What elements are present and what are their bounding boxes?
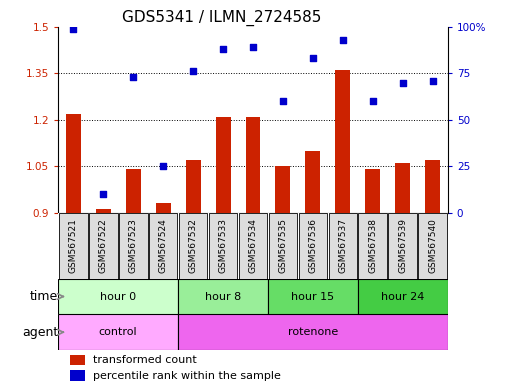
Text: time: time xyxy=(30,290,58,303)
Bar xyxy=(70,371,85,381)
Bar xyxy=(275,166,290,213)
Text: hour 0: hour 0 xyxy=(100,291,136,301)
Text: GSM567540: GSM567540 xyxy=(427,218,436,273)
Text: rotenone: rotenone xyxy=(287,327,337,337)
Bar xyxy=(335,70,349,213)
Text: hour 8: hour 8 xyxy=(205,291,241,301)
FancyBboxPatch shape xyxy=(268,279,357,314)
Bar xyxy=(95,210,111,213)
FancyBboxPatch shape xyxy=(358,213,386,279)
FancyBboxPatch shape xyxy=(208,213,237,279)
Point xyxy=(159,163,167,169)
FancyBboxPatch shape xyxy=(148,213,177,279)
Text: GSM567532: GSM567532 xyxy=(188,218,197,273)
Text: GSM567522: GSM567522 xyxy=(98,218,108,273)
Bar xyxy=(245,117,260,213)
Bar xyxy=(365,169,380,213)
Bar xyxy=(125,169,140,213)
FancyBboxPatch shape xyxy=(418,213,446,279)
Text: agent: agent xyxy=(22,326,58,339)
Point xyxy=(368,98,376,104)
Point xyxy=(278,98,286,104)
Text: GSM567538: GSM567538 xyxy=(368,218,377,273)
Text: GSM567533: GSM567533 xyxy=(218,218,227,273)
FancyBboxPatch shape xyxy=(268,213,297,279)
Text: GSM567534: GSM567534 xyxy=(248,218,257,273)
FancyBboxPatch shape xyxy=(58,279,178,314)
Point xyxy=(129,74,137,80)
Bar xyxy=(305,151,320,213)
Text: transformed count: transformed count xyxy=(93,355,196,365)
Text: GSM567523: GSM567523 xyxy=(128,218,137,273)
Point xyxy=(99,191,107,197)
FancyBboxPatch shape xyxy=(119,213,147,279)
Point xyxy=(189,68,197,74)
Point xyxy=(308,55,316,61)
Bar xyxy=(70,355,85,365)
Point xyxy=(219,46,227,52)
Text: GSM567539: GSM567539 xyxy=(397,218,407,273)
Text: hour 15: hour 15 xyxy=(291,291,334,301)
FancyBboxPatch shape xyxy=(328,213,357,279)
Bar xyxy=(394,163,410,213)
Text: GSM567521: GSM567521 xyxy=(69,218,78,273)
Point xyxy=(69,26,77,32)
Text: control: control xyxy=(98,327,137,337)
Text: GSM567537: GSM567537 xyxy=(338,218,347,273)
FancyBboxPatch shape xyxy=(238,213,267,279)
Text: GSM567536: GSM567536 xyxy=(308,218,317,273)
Bar xyxy=(425,160,439,213)
FancyBboxPatch shape xyxy=(178,279,268,314)
Point xyxy=(248,44,257,50)
Point xyxy=(428,78,436,84)
Text: hour 24: hour 24 xyxy=(380,291,424,301)
FancyBboxPatch shape xyxy=(357,279,447,314)
FancyBboxPatch shape xyxy=(88,213,117,279)
FancyBboxPatch shape xyxy=(298,213,327,279)
Text: GSM567524: GSM567524 xyxy=(158,218,167,273)
FancyBboxPatch shape xyxy=(388,213,417,279)
Title: GDS5341 / ILMN_2724585: GDS5341 / ILMN_2724585 xyxy=(122,9,321,25)
Point xyxy=(338,37,346,43)
Bar xyxy=(185,160,200,213)
Bar xyxy=(215,117,230,213)
Point xyxy=(398,79,406,86)
Bar xyxy=(156,203,170,213)
FancyBboxPatch shape xyxy=(178,314,447,350)
FancyBboxPatch shape xyxy=(58,314,178,350)
Bar xyxy=(66,114,80,213)
FancyBboxPatch shape xyxy=(178,213,207,279)
Text: percentile rank within the sample: percentile rank within the sample xyxy=(93,371,281,381)
FancyBboxPatch shape xyxy=(59,213,87,279)
Text: GSM567535: GSM567535 xyxy=(278,218,287,273)
